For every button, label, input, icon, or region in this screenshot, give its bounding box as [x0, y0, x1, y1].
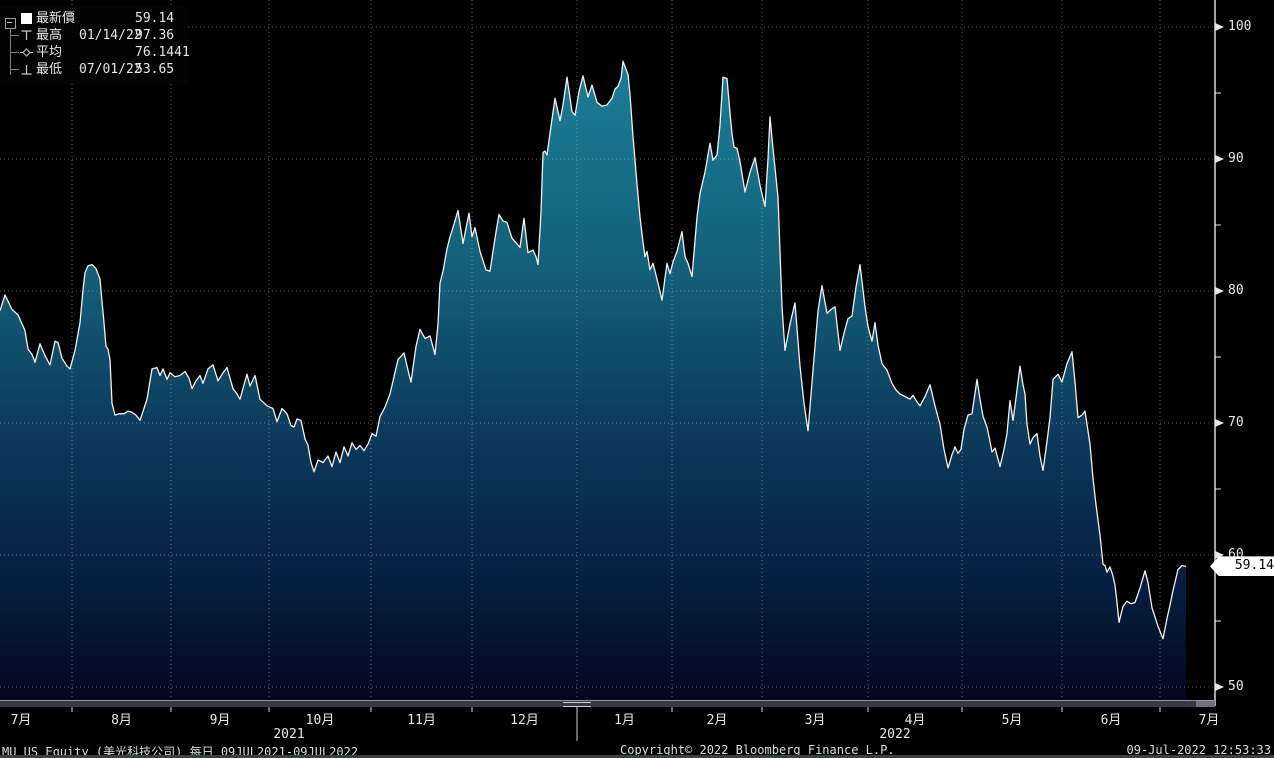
security-description: MU US Equity (美光科技公司) 每日 09JUL2021-09JUL… — [2, 745, 359, 758]
axis-arrow-tick-icon — [1215, 551, 1224, 559]
month-label: 10月 — [305, 713, 335, 728]
scrollbar-handle[interactable] — [563, 702, 591, 707]
timestamp: 09-Jul-2022 12:53:33 — [1126, 743, 1272, 757]
y-axis-tick-label: 100 — [1228, 19, 1252, 34]
legend-label: 最低 — [36, 62, 63, 77]
axis-arrow-tick-icon — [1215, 419, 1224, 427]
last-price-tag: 59.14 — [1210, 556, 1274, 577]
legend-row-high: 最高 01/14/22 97.36 — [0, 27, 188, 44]
bottom-strip — [0, 755, 1274, 758]
month-label: 3月 — [804, 713, 826, 728]
month-label: 12月 — [510, 713, 539, 728]
month-label: 7月 — [10, 713, 32, 728]
legend-value: 76.1441 — [135, 45, 190, 60]
low-marker-icon — [20, 63, 33, 76]
y-axis-tick-label: 90 — [1228, 151, 1244, 166]
legend-row-average: 平均 76.1441 — [0, 44, 190, 61]
y-axis-tick-label: 70 — [1228, 415, 1244, 430]
legend-value: 59.14 — [135, 11, 175, 26]
legend-date: 07/01/22 — [79, 62, 142, 77]
y-axis-tick-label: 80 — [1228, 283, 1244, 298]
minus-icon — [7, 22, 12, 23]
high-marker-icon — [20, 29, 33, 42]
legend-tree-branch — [10, 52, 19, 53]
month-label: 9月 — [209, 713, 231, 728]
year-label: 2022 — [879, 727, 911, 742]
scrollbar-end-cap — [1196, 701, 1215, 707]
copyright-text: Copyright© 2022 Bloomberg Finance L.P. — [620, 743, 895, 757]
year-label: 2021 — [273, 727, 305, 742]
month-label: 8月 — [111, 713, 132, 728]
legend-value: 53.65 — [135, 62, 175, 77]
area-fill — [0, 61, 1186, 701]
month-label: 1月 — [614, 713, 635, 728]
last-price-swatch-icon — [20, 12, 33, 25]
legend-tree-branch — [10, 35, 19, 36]
legend-panel: 最新價 59.14 最高 01/14/22 97.36 平均 76.1441 最… — [0, 6, 190, 84]
axis-arrow-tick-icon — [1215, 23, 1224, 31]
y-axis-tick-label: 50 — [1228, 679, 1244, 694]
legend-row-low: 最低 07/01/22 53.65 — [0, 61, 188, 78]
legend-row-last: 最新價 59.14 — [0, 10, 188, 27]
average-marker-icon — [20, 46, 33, 59]
axis-arrow-tick-icon — [1215, 155, 1224, 163]
axis-arrow-tick-icon — [1215, 683, 1224, 691]
month-label: 2月 — [706, 713, 728, 728]
price-line — [0, 60, 1187, 640]
axis-arrow-tick-icon — [1215, 287, 1224, 295]
month-label: 11月 — [407, 713, 436, 728]
legend-tree-branch — [10, 69, 19, 70]
month-label: 7月 — [1198, 713, 1220, 728]
chart-scrollbar[interactable] — [0, 700, 1215, 707]
legend-date: 01/14/22 — [79, 28, 142, 43]
legend-label: 平均 — [36, 45, 63, 60]
month-label: 5月 — [1001, 713, 1023, 728]
legend-collapse-toggle[interactable] — [5, 18, 16, 29]
month-label: 4月 — [904, 713, 926, 728]
legend-label: 最高 — [36, 28, 63, 43]
legend-value: 97.36 — [135, 28, 175, 43]
month-label: 6月 — [1100, 713, 1122, 728]
legend-tree-line — [10, 27, 11, 75]
legend-label: 最新價 — [36, 11, 76, 26]
